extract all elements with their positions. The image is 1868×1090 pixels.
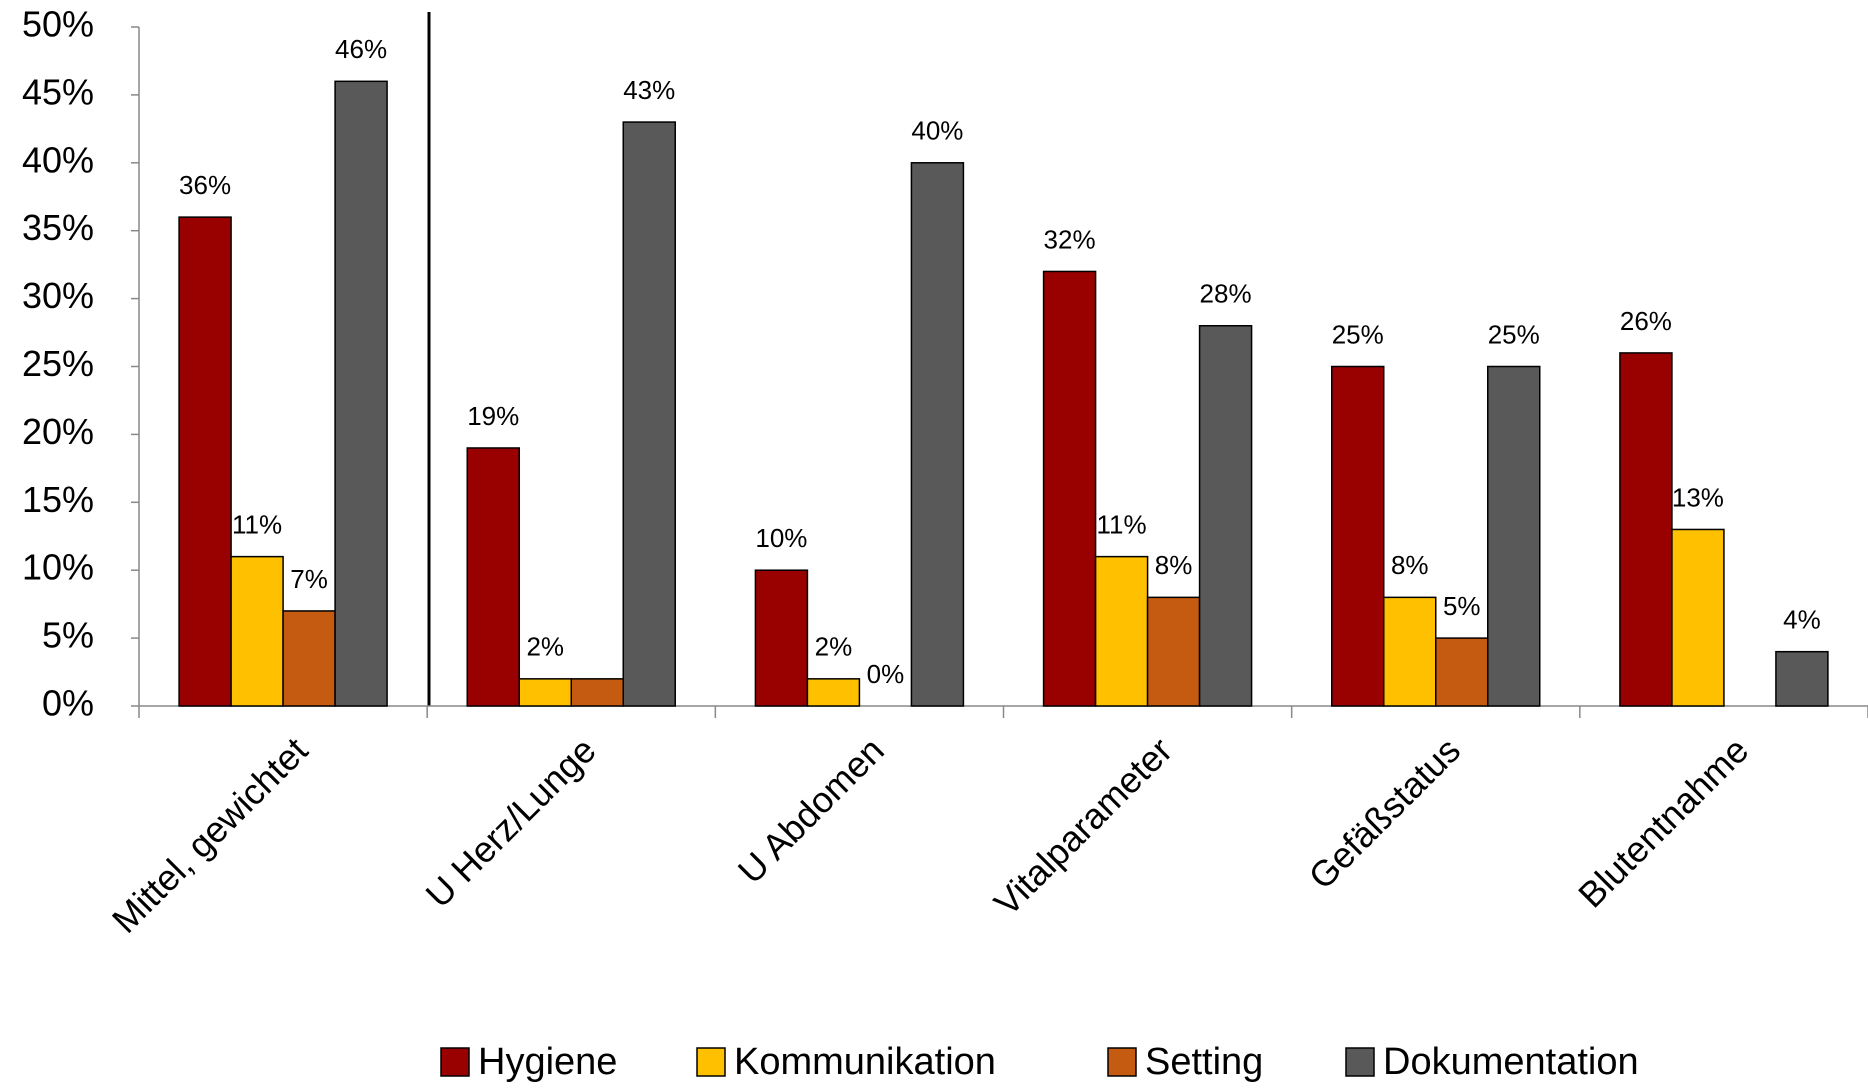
bar [622,121,676,707]
value-label: 11% [1097,509,1147,539]
y-tick-label: 50% [22,4,94,45]
value-label: 10% [755,523,807,553]
legend-label: Hygiene [478,1041,617,1083]
y-tick-label: 15% [22,479,94,520]
legend-label: Kommunikation [734,1041,996,1083]
value-label: 26% [1620,306,1672,336]
y-tick-label: 40% [22,139,94,180]
value-label: 32% [1044,224,1096,254]
x-tick-label: U Herz/Lunge [418,729,604,915]
value-label: 43% [623,75,675,105]
value-label: 46% [335,34,387,64]
value-label: 5% [1443,591,1481,621]
value-label: 25% [1488,319,1540,349]
value-label: 4% [1783,605,1821,635]
value-label: 2% [815,632,853,662]
legend-swatch [1107,1047,1137,1077]
bar [910,162,965,707]
bar [230,555,284,707]
y-tick-label: 45% [22,71,94,112]
bar [466,447,520,707]
bar [334,80,388,707]
y-tick-label: 35% [22,207,94,248]
value-label: 25% [1332,319,1384,349]
y-tick-label: 10% [22,547,94,588]
bar [282,610,336,707]
value-label: 11% [232,509,282,539]
value-label: 28% [1200,279,1252,309]
y-tick-label: 30% [22,275,94,316]
x-tick-label: Mittel, gewichtet [104,729,316,941]
bar [178,216,232,707]
x-tick-label: Blutentnahme [1570,729,1756,915]
bar [1619,352,1673,707]
value-label: 8% [1391,550,1429,580]
x-tick-label: Gefäßstatus [1300,729,1468,897]
value-label: 36% [179,170,231,200]
legend-swatch [696,1047,726,1077]
value-label: 13% [1672,482,1724,512]
value-label: 19% [467,401,519,431]
x-tick-label: Vitalparameter [986,729,1180,923]
bar [1383,596,1437,707]
value-label: 8% [1155,550,1193,580]
bar [1671,528,1725,707]
bar [1042,270,1097,707]
bar [1198,325,1253,707]
bar [1775,650,1829,707]
y-tick-label: 25% [22,343,94,384]
y-tick-label: 0% [42,683,94,724]
legend-swatch [1345,1047,1375,1077]
x-tick-label: U Abdomen [730,729,892,891]
value-label: 0% [867,659,905,689]
bar [806,678,861,707]
value-label: 2% [526,632,564,662]
legend-swatch [440,1047,470,1077]
value-label: 7% [290,564,328,594]
bar [570,678,624,707]
bar [1094,555,1149,707]
bar [1487,365,1541,707]
bar [1331,365,1385,707]
bar [1146,596,1201,707]
bar [518,678,572,707]
legend-label: Setting [1145,1041,1263,1083]
y-tick-label: 20% [22,411,94,452]
bar [754,569,809,707]
bar [1435,637,1489,707]
value-label: 40% [911,116,963,146]
legend-label: Dokumentation [1383,1041,1639,1083]
y-tick-label: 5% [42,615,94,656]
